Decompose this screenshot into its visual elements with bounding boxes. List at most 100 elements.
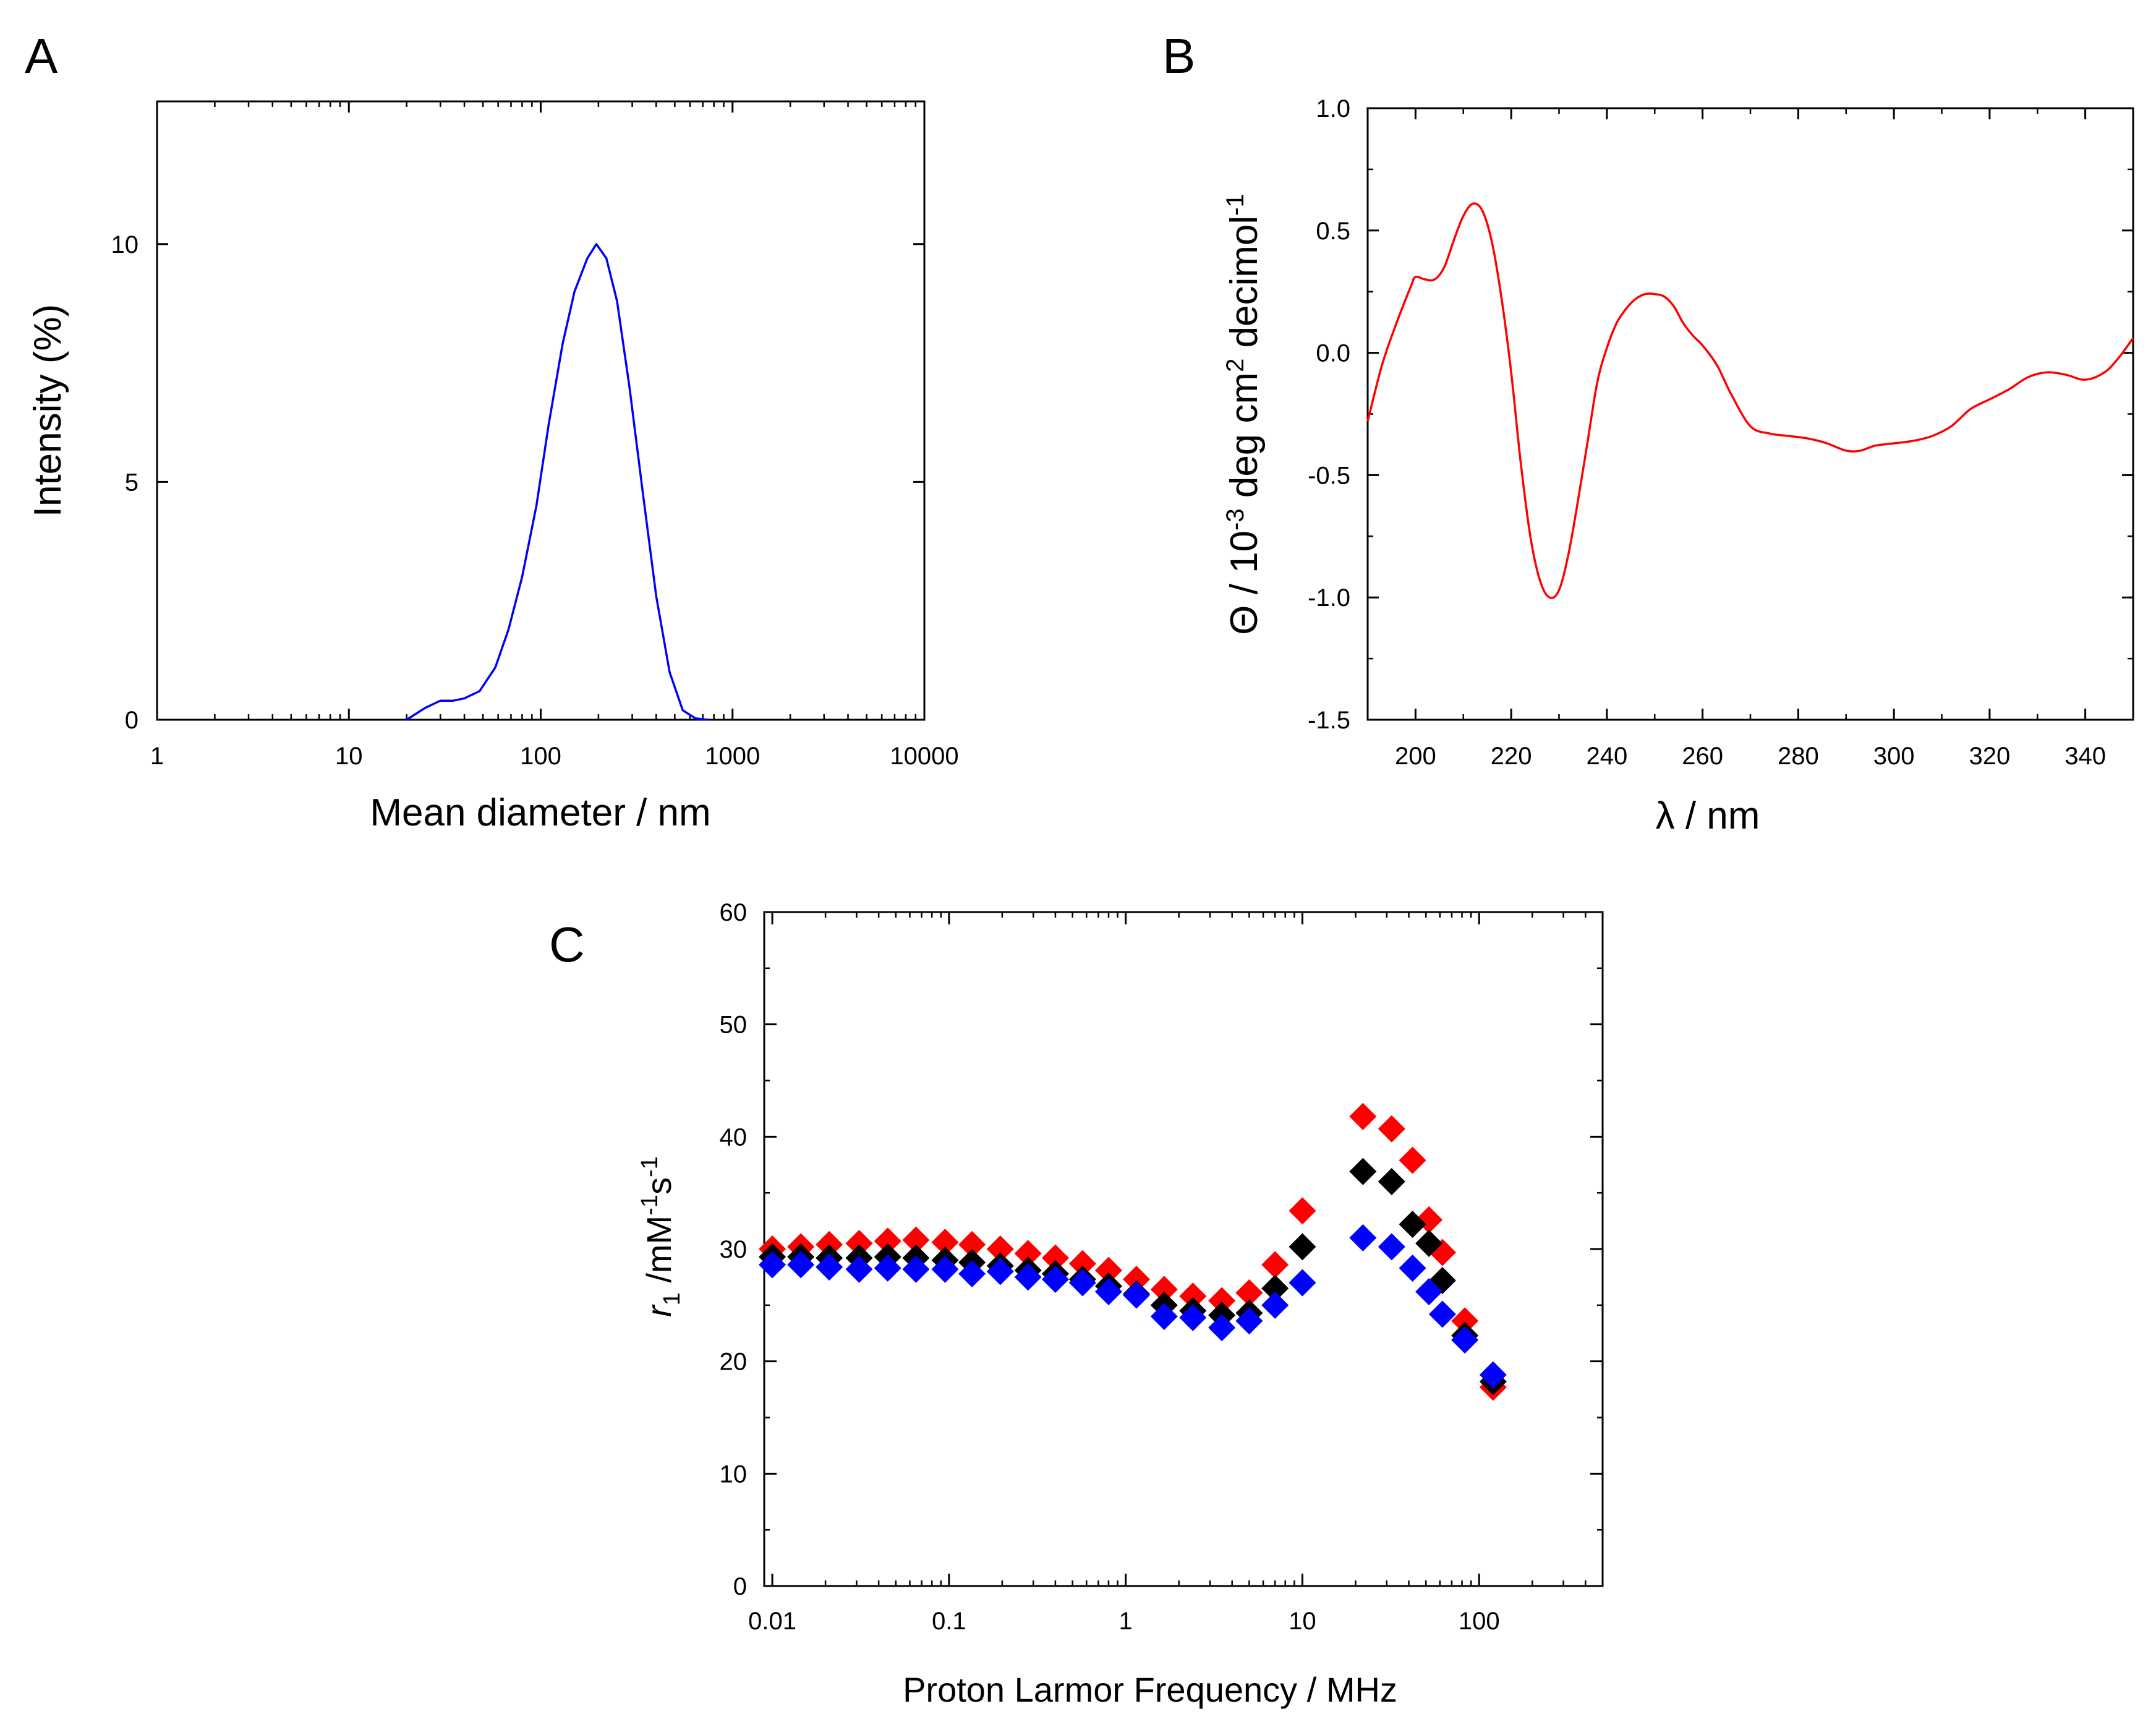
series-line-CD-spectrum (1366, 202, 2134, 599)
data-point-blue (1014, 1263, 1042, 1291)
panel-b-ticks (1366, 107, 2134, 721)
x-tick-label: 300 (1873, 743, 1915, 770)
panel-b-y-axis-label: Θ / 10-3 deg cm2 decimol-1 (1222, 194, 1266, 635)
y-tick-label: 5 (125, 469, 138, 496)
series-red (759, 1102, 1507, 1401)
x-tick-label: 280 (1778, 743, 1819, 770)
data-point-blue (1399, 1254, 1426, 1282)
data-point-red (1451, 1307, 1479, 1335)
x-tick-label: 0.1 (932, 1608, 966, 1635)
y-tick-label: 1.0 (1316, 95, 1350, 122)
panel-b-label: B (1162, 28, 1195, 83)
data-point-blue (874, 1254, 901, 1282)
x-tick-label: 100 (1459, 1608, 1500, 1635)
data-point-red (1123, 1266, 1151, 1294)
x-tick-label: 10 (1289, 1608, 1316, 1635)
panel-c-data (759, 1102, 1507, 1401)
data-point-blue (931, 1255, 959, 1283)
series-line-size-distribution (406, 243, 708, 721)
panel-c-y-label-sup-1: -1 (637, 1195, 663, 1216)
panel-c-y-label-part-1: r (639, 1304, 678, 1317)
x-tick-label: 1 (150, 743, 164, 770)
data-point-red (1041, 1244, 1069, 1272)
data-point-blue (1349, 1224, 1377, 1252)
data-point-red (958, 1230, 986, 1258)
panel-c-x-tick-labels: 0.01 0.1 1 10 100 (748, 1608, 1499, 1635)
data-point-red (902, 1226, 930, 1254)
data-point-red (1399, 1146, 1426, 1174)
data-point-blue (1289, 1269, 1316, 1297)
data-point-blue (1415, 1278, 1443, 1306)
panel-a-y-axis-label: Intensity (%) (27, 304, 69, 518)
x-tick-label: 220 (1491, 743, 1532, 770)
x-tick-label: 260 (1682, 743, 1723, 770)
x-tick-label: 100 (520, 743, 561, 770)
data-point-blue (787, 1251, 815, 1279)
data-point-black (1349, 1158, 1377, 1185)
panel-c-y-tick-labels: 0 10 20 30 40 50 60 (720, 899, 748, 1600)
x-tick-label: 10000 (890, 743, 958, 770)
x-tick-label: 320 (1969, 743, 2011, 770)
y-tick-label: 30 (720, 1236, 748, 1263)
data-point-blue (1428, 1300, 1456, 1328)
data-point-black (1378, 1168, 1405, 1195)
data-point-blue (1208, 1314, 1236, 1342)
panel-a-y-tick-labels: 0 5 10 (111, 231, 139, 734)
panel-b-y-tick-labels: -1.5 -1.0 -0.5 0.0 0.5 1.0 (1308, 95, 1350, 734)
data-point-blue (1378, 1233, 1405, 1261)
data-point-red (1378, 1115, 1405, 1143)
panel-c-y-label-sup-2: -1 (637, 1156, 663, 1177)
panel-a: A 1 10 100 1000 10000 0 5 10 Mean diameter / n… (25, 28, 959, 834)
data-point-blue (1451, 1326, 1479, 1354)
y-tick-label: 10 (111, 231, 139, 258)
panel-b-y-label-part-1: Θ / 10 (1223, 531, 1266, 635)
panel-c-y-label-sub-1: 1 (659, 1292, 685, 1305)
data-point-red (986, 1235, 1014, 1263)
y-tick-label: 0 (733, 1573, 747, 1600)
panel-b-y-label-sup-1: -3 (1222, 508, 1249, 531)
data-point-red (1179, 1282, 1207, 1310)
panel-c-y-axis-label: r1 /mM-1s-1 (637, 1156, 685, 1317)
panel-b-y-label-part-2: deg cm (1223, 372, 1266, 509)
y-tick-label: 40 (720, 1124, 748, 1151)
data-point-blue (1235, 1307, 1263, 1335)
data-point-red (1068, 1250, 1096, 1277)
panel-c-y-label-part-3: s (639, 1177, 678, 1195)
y-tick-label: 0.5 (1316, 218, 1350, 245)
data-point-blue (1068, 1269, 1096, 1297)
panel-b: B 200 220 240 260 280 300 320 340 -1.5 -1.0 -0.5 0… (1162, 28, 2134, 837)
panel-a-label: A (25, 28, 58, 83)
data-point-red (1094, 1256, 1122, 1284)
data-point-blue (986, 1258, 1014, 1286)
x-tick-label: 1 (1119, 1608, 1133, 1635)
data-point-blue (1179, 1303, 1207, 1331)
y-tick-label: 60 (720, 899, 748, 926)
data-point-red (874, 1227, 901, 1255)
data-point-blue (759, 1251, 786, 1279)
data-point-red (1208, 1287, 1236, 1315)
x-tick-label: 10 (335, 743, 363, 770)
panel-b-y-label-part-3: decimol (1223, 216, 1266, 359)
data-point-black (1415, 1229, 1443, 1257)
data-point-blue (1123, 1281, 1151, 1309)
data-point-black (1399, 1211, 1426, 1239)
data-point-blue (1041, 1266, 1069, 1294)
y-tick-label: -0.5 (1308, 462, 1350, 489)
data-point-black (1261, 1274, 1289, 1302)
data-point-blue (845, 1255, 873, 1283)
panel-a-ticks (156, 101, 926, 721)
panel-b-frame (1366, 107, 2134, 721)
data-point-blue (1479, 1361, 1507, 1389)
data-point-red (931, 1229, 959, 1256)
data-point-red (1235, 1279, 1263, 1307)
y-tick-label: 0.0 (1316, 340, 1350, 367)
data-point-red (1150, 1276, 1178, 1303)
panel-c: C 0.01 0.1 1 10 100 0 10 20 30 40 50 60 Proton Lar… (549, 899, 1604, 1709)
data-point-red (845, 1229, 873, 1257)
panel-c-label: C (549, 917, 585, 972)
y-tick-label: 10 (720, 1460, 748, 1488)
x-tick-label: 240 (1587, 743, 1628, 770)
panel-a-x-tick-labels: 1 10 100 1000 10000 (150, 743, 959, 770)
panel-c-y-label-part-2: /mM (639, 1216, 678, 1292)
